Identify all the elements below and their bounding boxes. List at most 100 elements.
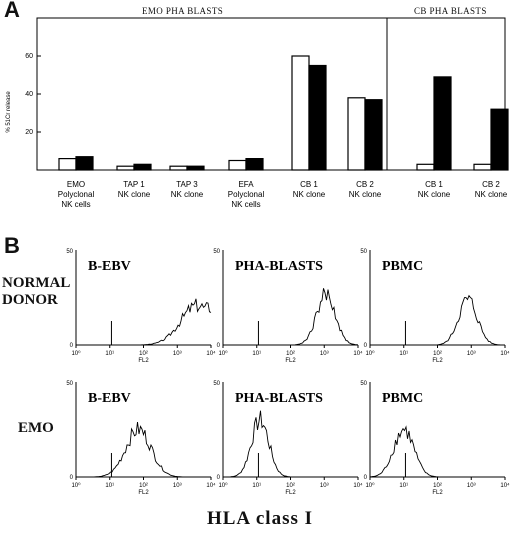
panel-a-letter: A: [4, 0, 20, 22]
hist-x-tick-label: 10¹: [105, 351, 114, 357]
hist-x-tick-label: 10⁴: [500, 350, 510, 357]
footer-title: HLA class I: [206, 508, 314, 529]
category-label: TAP 1: [123, 180, 145, 189]
hist-x-tick-label: 10⁴: [353, 350, 363, 357]
category-label: NK clone: [475, 190, 508, 199]
hist-x-tick-label: 10⁰: [71, 482, 81, 489]
hist-x-tick-label: 10⁰: [71, 350, 81, 357]
hist-y-tick-bottom: 0: [70, 475, 74, 481]
y-tick-label: 40: [25, 91, 33, 98]
hist-x-tick-label: 10¹: [252, 351, 261, 357]
category-label: NK cells: [231, 200, 260, 209]
histogram-curve: [369, 425, 505, 478]
hist-y-tick-top: 50: [213, 249, 220, 255]
category-label: CB 1: [300, 180, 318, 189]
bar-black-2: [186, 165, 205, 171]
histogram-label: B-EBV: [88, 391, 131, 406]
hist-x-label: FL2: [432, 490, 443, 496]
bar-black-4: [308, 64, 327, 171]
bar-white-0: [58, 158, 77, 171]
bar-black-6: [433, 76, 452, 171]
hist-x-label: FL2: [138, 358, 149, 364]
hist-y-tick-top: 50: [213, 381, 220, 387]
hist-x-tick-label: 10¹: [252, 483, 261, 489]
hist-x-label: FL2: [138, 490, 149, 496]
histogram-label: PBMC: [382, 391, 423, 406]
hist-x-tick-label: 10³: [320, 483, 329, 489]
histogram-curve: [370, 294, 505, 346]
hist-x-tick-label: 10³: [320, 351, 329, 357]
bar-white-1: [116, 165, 135, 171]
bar-white-6: [416, 163, 435, 171]
bar-white-7: [473, 163, 492, 171]
hist-y-tick-bottom: 0: [364, 343, 368, 349]
hist-x-label: FL2: [432, 358, 443, 364]
hist-y-tick-bottom: 0: [217, 343, 221, 349]
hist-x-tick-label: 10⁴: [500, 482, 510, 489]
category-label: EFA: [238, 180, 254, 189]
category-label: CB 2: [356, 180, 374, 189]
category-label: TAP 3: [176, 180, 198, 189]
hist-x-tick-label: 10⁴: [206, 350, 216, 357]
histogram-curve: [76, 421, 211, 478]
category-label: NK clone: [171, 190, 204, 199]
hist-x-tick-label: 10³: [467, 483, 476, 489]
row-label-line1: EMO: [18, 420, 54, 436]
hist-x-tick-label: 10¹: [399, 483, 408, 489]
hist-x-tick-label: 10²: [433, 351, 442, 357]
bar-white-5: [347, 97, 366, 171]
hist-x-tick-label: 10²: [139, 483, 148, 489]
group-title-cb: CB PHA BLASTS: [414, 6, 487, 16]
category-label: EMO: [67, 180, 85, 189]
hist-x-tick-label: 10³: [173, 483, 182, 489]
row-label-emo: EMO: [18, 420, 54, 437]
hist-x-tick-label: 10¹: [105, 483, 114, 489]
histogram-curve: [223, 288, 359, 346]
bar-white-2: [169, 165, 188, 171]
category-label: NK clone: [293, 190, 326, 199]
bar-black-1: [133, 163, 152, 171]
y-tick-label: 20: [25, 129, 33, 136]
histogram-curve: [76, 298, 212, 346]
hist-x-tick-label: 10³: [467, 351, 476, 357]
hist-y-tick-bottom: 0: [70, 343, 74, 349]
y-axis-label: % 51Cr release: [6, 91, 12, 133]
hist-x-tick-label: 10²: [433, 483, 442, 489]
hist-x-tick-label: 10²: [286, 351, 295, 357]
bar-white-3: [228, 159, 247, 171]
category-label: Polyclonal: [228, 190, 265, 199]
category-label: NK clone: [349, 190, 382, 199]
plot-frame: [36, 17, 506, 171]
hist-y-tick-top: 50: [360, 249, 367, 255]
category-label: NK clone: [118, 190, 151, 199]
y-tick-label: 60: [25, 53, 33, 60]
category-label: CB 2: [482, 180, 500, 189]
hist-x-tick-label: 10⁰: [365, 350, 375, 357]
hist-x-tick-label: 10⁰: [365, 482, 375, 489]
hist-x-label: FL2: [285, 358, 296, 364]
hist-y-tick-bottom: 0: [364, 475, 368, 481]
hist-x-tick-label: 10⁰: [218, 482, 228, 489]
category-label: Polyclonal: [58, 190, 95, 199]
histogram-label: PHA-BLASTS: [235, 259, 323, 274]
hist-y-tick-top: 50: [360, 381, 367, 387]
group-title-emo: EMO PHA BLASTS: [142, 6, 224, 16]
category-label: NK cells: [61, 200, 90, 209]
hist-y-tick-top: 50: [66, 249, 73, 255]
histogram-label: PHA-BLASTS: [235, 391, 323, 406]
bar-black-5: [364, 99, 383, 171]
histogram-label: B-EBV: [88, 259, 131, 274]
hist-x-tick-label: 10⁴: [206, 482, 216, 489]
hist-x-tick-label: 10⁰: [218, 350, 228, 357]
hist-x-tick-label: 10²: [286, 483, 295, 489]
hist-y-tick-bottom: 0: [217, 475, 221, 481]
bar-white-4: [291, 55, 310, 171]
hist-x-tick-label: 10²: [139, 351, 148, 357]
